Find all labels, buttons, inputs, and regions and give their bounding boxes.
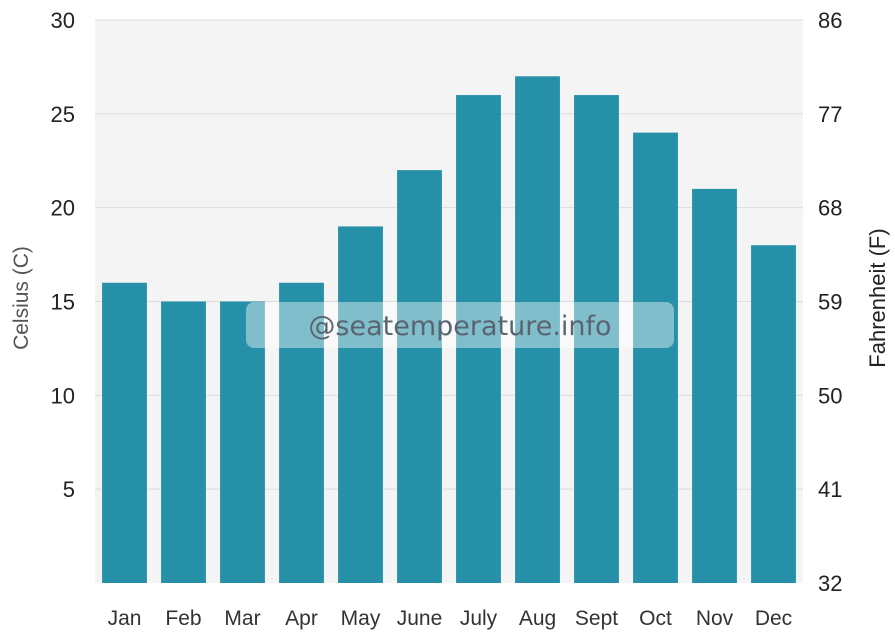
left-tick-label: 20 — [51, 196, 75, 221]
right-tick-label: 77 — [818, 102, 842, 127]
bar-july — [456, 95, 501, 584]
bar-dec — [751, 245, 796, 583]
x-tick-label: June — [397, 607, 443, 630]
left-tick-label: 10 — [51, 383, 75, 408]
x-tick-label: Aug — [519, 607, 556, 630]
bars — [102, 76, 796, 584]
bar-mar — [220, 301, 265, 583]
x-tick-label: July — [460, 607, 498, 630]
left-axis-title: Celsius (C) — [10, 246, 33, 350]
left-tick-label: 25 — [51, 102, 75, 127]
right-tick-label: 68 — [818, 196, 842, 221]
x-tick-label: Jan — [108, 607, 142, 630]
right-tick-label: 41 — [818, 477, 842, 502]
left-tick-label: 30 — [51, 8, 75, 33]
bar-june — [397, 170, 442, 583]
x-tick-label: Mar — [224, 607, 260, 630]
bar-may — [338, 226, 383, 583]
bar-feb — [161, 301, 206, 583]
x-axis: Jan Feb Mar Apr May June July Aug Sept Oct Nov Dec — [108, 607, 793, 630]
watermark-text: @seatemperature.info — [308, 311, 611, 342]
bar-oct — [633, 132, 678, 583]
left-y-axis: 5 10 15 20 25 30 — [51, 8, 75, 502]
bar-apr — [279, 282, 324, 583]
watermark-background — [246, 302, 674, 348]
bar-aug — [515, 76, 560, 584]
watermark: @seatemperature.info — [246, 302, 674, 348]
bar-jan — [102, 282, 147, 583]
bar-nov — [692, 188, 737, 583]
x-tick-label: Sept — [575, 607, 618, 630]
right-tick-label: 86 — [818, 8, 842, 33]
right-tick-label: 32 — [818, 571, 842, 596]
x-tick-label: Oct — [639, 607, 672, 630]
left-tick-label: 5 — [63, 477, 75, 502]
x-tick-label: Apr — [285, 607, 318, 630]
x-tick-label: Dec — [755, 607, 792, 630]
x-tick-label: Feb — [165, 607, 201, 630]
left-tick-label: 15 — [51, 290, 75, 315]
right-tick-label: 59 — [818, 290, 842, 315]
right-tick-label: 50 — [818, 383, 842, 408]
bar-sept — [574, 95, 619, 584]
x-tick-label: May — [341, 607, 381, 630]
right-axis-title: Fahrenheit (F) — [865, 228, 890, 367]
x-tick-label: Nov — [696, 607, 734, 630]
gridlines — [95, 19, 803, 490]
right-y-axis: 32 41 50 59 68 77 86 — [818, 8, 842, 596]
